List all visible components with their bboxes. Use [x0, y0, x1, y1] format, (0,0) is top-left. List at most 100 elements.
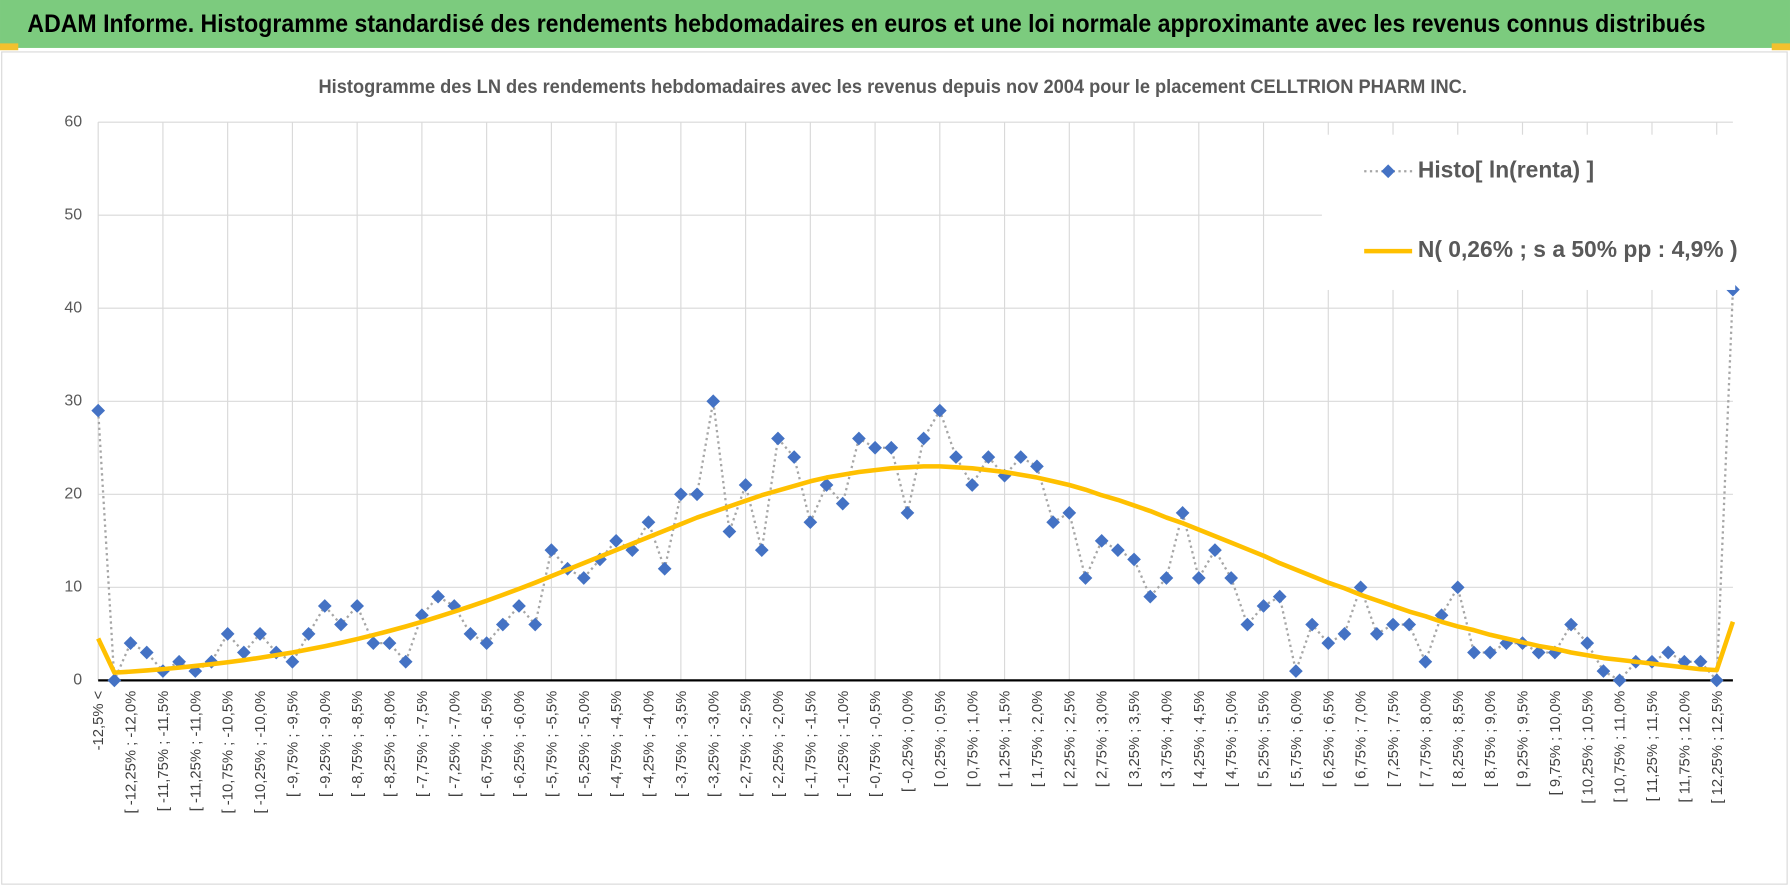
header-band: [0, 0, 1790, 48]
y-tick-label: 0: [73, 672, 82, 689]
legend-box: [1321, 134, 1736, 290]
x-tick-label: [ -3,25% ; -3,0%: [706, 691, 722, 797]
data-point: [916, 431, 931, 446]
x-tick-label: [ 4,25% ; 4,5%: [1192, 691, 1208, 787]
x-tick-label: [ 11,25% ; 11,5%: [1645, 691, 1661, 802]
data-point: [123, 636, 138, 651]
x-tick-label: [ -0,75% ; -0,5%: [868, 691, 884, 797]
x-tick-label: [ 10,75% ; 11,0%: [1613, 691, 1629, 803]
data-point: [431, 589, 445, 604]
data-point: [1127, 552, 1141, 567]
x-tick-label: [ 11,75% ; 12,0%: [1677, 691, 1693, 803]
x-tick-label: [ 2,75% ; 3,0%: [1095, 691, 1111, 787]
x-tick-label: [ -9,75% ; -9,5%: [285, 691, 301, 797]
data-point: [1208, 543, 1222, 557]
y-tick-label: 50: [64, 206, 82, 223]
x-tick-label: [ -8,75% ; -8,5%: [350, 691, 366, 797]
y-tick-label: 30: [64, 392, 82, 409]
data-point: [803, 515, 818, 530]
x-tick-label: [ 8,25% ; 8,5%: [1451, 691, 1467, 787]
x-tick-label: [ 4,75% ; 5,0%: [1224, 691, 1240, 787]
x-tick-label: [ -10,25% ; -10,0%: [253, 691, 269, 814]
legend-label: N( 0,26% ; s a 50% pp : 4,9% ): [1418, 236, 1738, 262]
x-tick-label: [ -3,75% ; -3,5%: [674, 691, 690, 797]
data-point: [512, 599, 526, 613]
x-tick-label: [ -2,25% ; -2,0%: [771, 691, 787, 797]
x-tick-label: [ -5,75% ; -5,5%: [544, 691, 560, 797]
data-point: [382, 636, 397, 651]
y-tick-label: 60: [64, 113, 82, 130]
data-point: [1369, 627, 1384, 641]
data-point: [1402, 617, 1417, 632]
data-point: [495, 617, 510, 632]
x-tick-label: [ -1,25% ; -1,0%: [836, 691, 852, 797]
x-tick-label: [ -1,75% ; -1,5%: [803, 691, 819, 797]
x-tick-label: [ -4,75% ; -4,5%: [609, 691, 625, 797]
x-tick-label: [ 12,25% ; 12,5%: [1710, 691, 1726, 804]
x-tick-label: [ -5,25% ; -5,0%: [577, 691, 593, 797]
data-point: [900, 506, 915, 520]
data-point: [965, 478, 980, 492]
x-tick-label: [ 10,25% ; 10,5%: [1580, 691, 1596, 804]
x-tick-label: [ 0,75% ; 1,0%: [965, 691, 981, 787]
data-point: [301, 627, 316, 641]
x-tick-label: [ 3,75% ; 4,0%: [1159, 691, 1175, 787]
data-point: [690, 487, 704, 502]
data-point: [479, 636, 494, 651]
data-point: [609, 533, 623, 548]
x-tick-label: [ -6,25% ; -6,0%: [512, 691, 528, 797]
x-tick-label: [ -12,25% ; -12,0%: [124, 691, 140, 814]
data-point: [1272, 589, 1287, 604]
legend-label: Histo[ ln(renta) ]: [1418, 156, 1594, 182]
x-tick-label: [ -10,75% ; -10,5%: [221, 691, 237, 814]
x-tick-label: [ -8,25% ; -8,0%: [383, 691, 399, 797]
chart-title: Histogramme des LN des rendements hebdom…: [319, 76, 1467, 98]
x-tick-label: [ 0,25% ; 0,5%: [933, 691, 949, 787]
data-point: [932, 403, 947, 418]
x-tick-label: [ -4,25% ; -4,0%: [642, 691, 658, 797]
data-point: [657, 561, 672, 576]
x-tick-label: [ 5,75% ; 6,0%: [1289, 691, 1305, 787]
data-point: [1013, 450, 1028, 464]
x-tick-label: [ 2,25% ; 2,5%: [1062, 691, 1078, 787]
data-point: [674, 487, 688, 502]
corner-mark: [1771, 43, 1790, 51]
chart-border: [1, 51, 1788, 885]
x-tick-label: [ 9,25% ; 9,5%: [1516, 691, 1532, 787]
x-tick-label: [ 1,75% ; 2,0%: [1030, 691, 1046, 787]
data-point: [317, 599, 332, 613]
data-point: [528, 617, 543, 632]
y-tick-label: 40: [64, 299, 82, 316]
data-point: [949, 450, 963, 464]
y-tick-label: 20: [64, 486, 82, 503]
data-point: [1046, 515, 1060, 530]
data-point: [884, 440, 899, 455]
x-tick-label: [ -11,25% ; -11,0%: [188, 691, 204, 812]
data-point: [220, 627, 235, 641]
x-tick-label: [ -7,75% ; -7,5%: [415, 691, 431, 797]
header-title: ADAM Informe. Histogramme standardisé de…: [27, 10, 1705, 38]
data-point: [1030, 459, 1044, 474]
x-tick-label: [ 1,25% ; 1,5%: [998, 691, 1014, 787]
x-tick-label: [ 7,25% ; 7,5%: [1386, 691, 1402, 787]
data-point: [738, 478, 753, 492]
data-point: [787, 450, 802, 464]
x-tick-label: [ -6,75% ; -6,5%: [480, 691, 496, 797]
x-tick-label: [ 5,25% ; 5,5%: [1257, 691, 1273, 787]
data-point: [1580, 636, 1595, 651]
x-tick-label: [ 7,75% ; 8,0%: [1418, 691, 1434, 787]
legend: Histo[ ln(renta) ] N( 0,26% ; s a 50% pp …: [1321, 134, 1738, 290]
data-point: [1386, 617, 1400, 632]
series-line: [96, 464, 1736, 675]
x-tick-label: [ -9,25% ; -9,0%: [318, 691, 334, 797]
data-point: [1240, 617, 1255, 632]
data-point: [641, 515, 656, 530]
corner-mark: [0, 43, 19, 51]
data-point: [1062, 506, 1077, 520]
x-tick-label: [ 9,75% ; 10,0%: [1548, 691, 1564, 796]
data-point: [350, 599, 365, 613]
x-tick-label: [ -7,25% ; -7,0%: [447, 691, 463, 797]
data-point: [544, 543, 559, 557]
x-tick-label: [ -11,75% ; -11,5%: [156, 691, 172, 812]
data-point: [576, 571, 591, 585]
